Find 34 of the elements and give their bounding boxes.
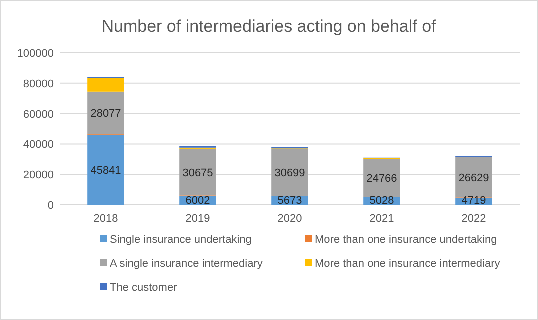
y-tick-label: 0 (48, 200, 54, 212)
bar (88, 135, 124, 205)
legend-label: More than one insurance undertaking (315, 234, 498, 246)
data-label: 4719 (462, 195, 486, 207)
x-tick-label: 2018 (94, 213, 118, 225)
legend-label: A single insurance intermediary (110, 258, 264, 270)
data-label: 28077 (90, 108, 122, 120)
x-tick-label: 2020 (278, 213, 302, 225)
legend-label: More than one insurance intermediary (315, 258, 501, 270)
data-label: 30675 (182, 167, 214, 180)
data-label: 26629 (458, 172, 490, 184)
bar (180, 148, 216, 196)
data-label: 30699 (274, 168, 306, 180)
x-tick-label: 2021 (370, 213, 394, 225)
bar (88, 92, 124, 135)
data-label: 5028 (370, 195, 394, 207)
legend-label: Single insurance undertaking (110, 234, 252, 246)
bar (364, 159, 400, 198)
y-tick-label: 80000 (23, 78, 54, 90)
bar (456, 157, 492, 198)
legend-label: The customer (110, 282, 178, 294)
data-label: 6002 (186, 195, 210, 207)
y-tick-label: 60000 (23, 108, 54, 121)
x-tick-label: 2019 (186, 213, 210, 225)
bar (88, 78, 124, 92)
chart-title: Number of intermediaries acting on behalf of (102, 17, 437, 36)
y-tick-label: 100000 (17, 48, 54, 60)
x-tick-label: 2022 (462, 213, 486, 225)
y-tick-label: 40000 (23, 139, 54, 152)
bar (272, 149, 308, 196)
data-label: 45841 (90, 165, 122, 178)
data-label: 24766 (366, 173, 398, 186)
y-tick-label: 20000 (23, 170, 54, 182)
data-label: 5673 (278, 195, 302, 207)
